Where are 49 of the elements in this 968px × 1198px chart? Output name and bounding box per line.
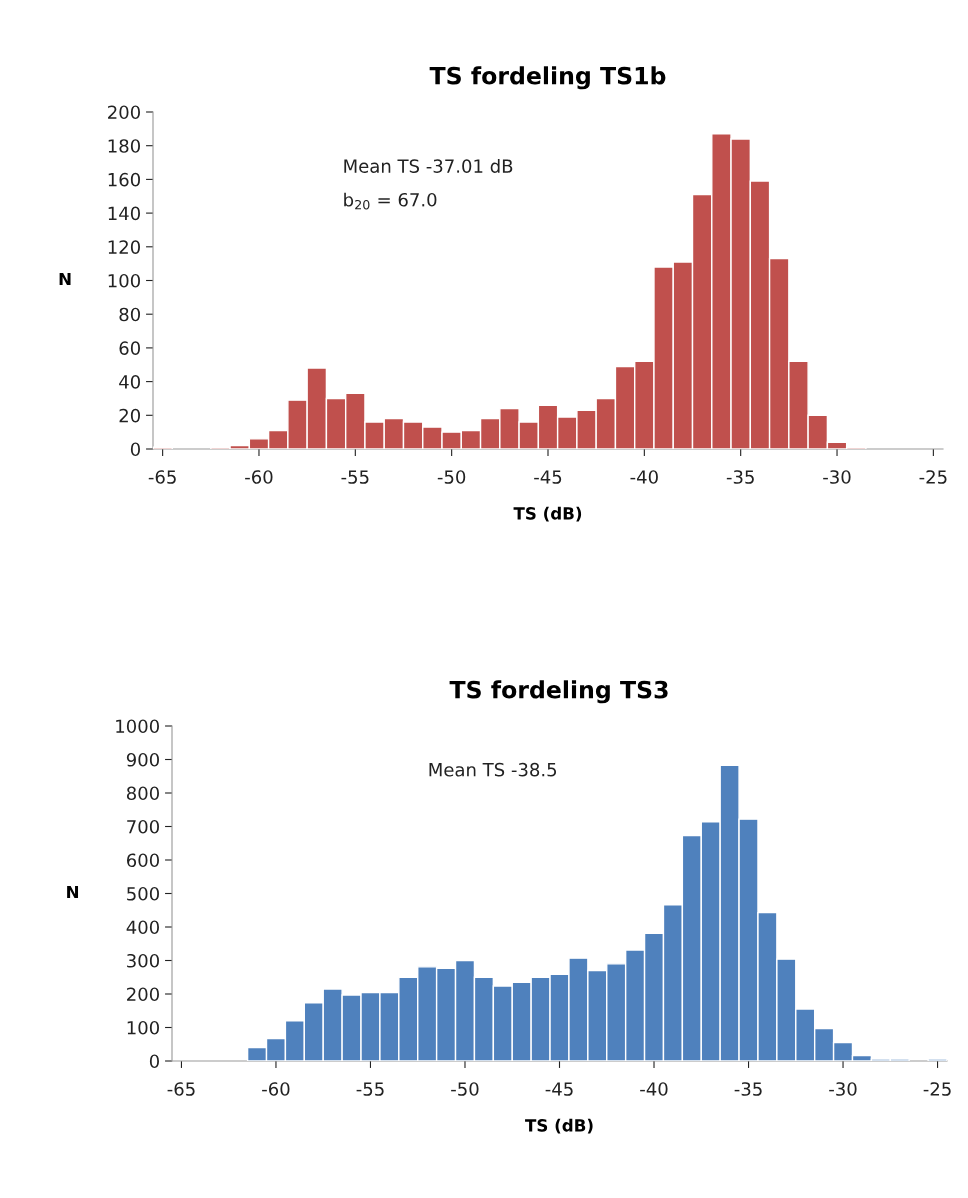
y-axis-title: N — [67, 885, 79, 899]
y-tick-label: 1000 — [116, 719, 159, 734]
x-tick-label: -60 — [262, 1082, 290, 1096]
y-tick-label: 0 — [130, 442, 140, 457]
x-tick-label: -65 — [148, 470, 176, 484]
x-tick-label: -55 — [341, 470, 369, 484]
x-tick-label: -25 — [919, 470, 947, 484]
x-tick-label: -30 — [829, 1082, 857, 1096]
y-tick-label: 700 — [127, 819, 159, 834]
y-tick-label: 80 — [119, 307, 140, 322]
y-tick-label: 40 — [119, 375, 140, 389]
chart-title: TS fordeling TS3 — [449, 680, 668, 704]
x-tick-label: -55 — [356, 1082, 384, 1096]
y-tick-label: 200 — [127, 987, 159, 1002]
y-tick-label: 180 — [108, 139, 140, 153]
annotation: b$_{20}$ = 67.0 — [344, 192, 437, 210]
x-tick-label: -40 — [640, 1082, 668, 1096]
x-tick-label: -50 — [451, 1082, 479, 1096]
y-tick-label: 160 — [108, 172, 140, 187]
y-tick-label: 100 — [127, 1020, 159, 1035]
x-tick-label: -30 — [823, 470, 851, 484]
y-tick-label: 140 — [108, 206, 140, 221]
x-tick-label: -45 — [545, 1082, 573, 1096]
x-axis-title: TS (dB) — [513, 506, 582, 522]
y-tick-label: 0 — [149, 1054, 159, 1069]
y-tick-label: 600 — [126, 853, 159, 868]
y-tick-label: 60 — [119, 341, 140, 356]
x-tick-label: -50 — [437, 470, 466, 484]
x-tick-label: -35 — [734, 1082, 762, 1096]
y-tick-label: 400 — [126, 920, 159, 935]
y-tick-label: 800 — [126, 786, 159, 801]
x-tick-label: -35 — [726, 470, 754, 484]
x-axis-title: TS (dB) — [525, 1118, 593, 1134]
x-tick-label: -25 — [923, 1082, 951, 1096]
chart-title: TS fordeling TS1b — [429, 66, 666, 90]
x-tick-label: -40 — [630, 470, 658, 484]
y-tick-label: 900 — [126, 752, 159, 767]
y-tick-label: 120 — [108, 240, 140, 254]
y-tick-label: 100 — [108, 273, 140, 288]
x-tick-label: -60 — [245, 470, 273, 484]
y-tick-label: 200 — [108, 105, 140, 120]
x-tick-label: -45 — [534, 470, 562, 484]
y-axis-title: N — [59, 272, 71, 286]
x-tick-label: -65 — [167, 1082, 195, 1096]
annotation: Mean TS -38.5 — [429, 762, 557, 777]
y-tick-label: 500 — [127, 886, 159, 901]
y-tick-label: 20 — [119, 408, 140, 423]
annotation: Mean TS -37.01 dB — [344, 158, 513, 173]
y-tick-label: 300 — [127, 953, 159, 968]
